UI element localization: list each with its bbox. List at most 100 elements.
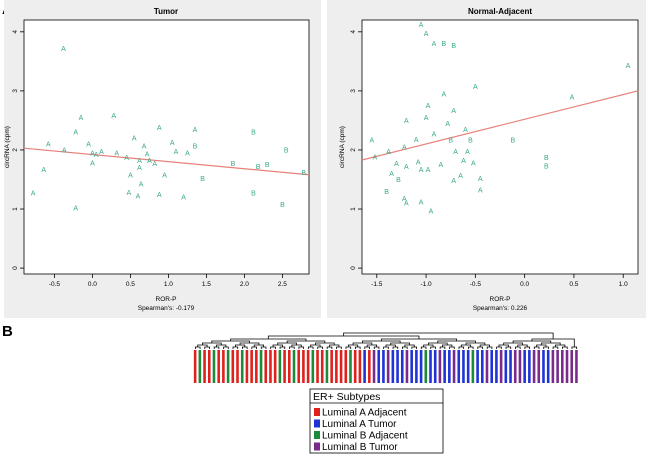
scatter-point: A: [142, 143, 147, 150]
dendrogram-branch: [364, 346, 370, 349]
sample-bar: [292, 350, 296, 383]
sample-bar: [518, 350, 522, 383]
sample-bar: [353, 350, 357, 383]
dendrogram-branch: [213, 346, 220, 349]
legend-label: Luminal A Tumor: [322, 419, 397, 430]
scatter-point: A: [626, 63, 631, 70]
sample-bar: [363, 350, 366, 383]
sample-bar: [259, 350, 263, 383]
dendrogram-branch: [194, 346, 201, 349]
legend-swatch: [314, 431, 320, 439]
sample-bar: [320, 350, 324, 383]
scatter-point: B: [265, 162, 270, 169]
sample-bar: [424, 350, 428, 383]
scatter-point: A: [370, 137, 375, 144]
sample-bar: [570, 350, 574, 383]
scatter-point: B: [384, 189, 389, 196]
scatter-point: A: [136, 194, 141, 201]
scatter-point: A: [181, 195, 186, 202]
scatter-point: A: [424, 31, 429, 38]
scatter-point: B: [448, 137, 453, 144]
tumor-spearman-annotation: Spearman's: -0.179: [138, 305, 195, 312]
scatter-point: A: [99, 149, 104, 156]
sample-bar: [377, 350, 381, 383]
dendrogram-branch: [267, 335, 420, 339]
scatter-point: A: [46, 142, 51, 149]
sample-bar: [415, 350, 418, 383]
scatter-point: A: [404, 201, 409, 208]
sample-bar: [217, 350, 220, 383]
x-tick-label: -0.5: [49, 281, 61, 288]
scatter-point: A: [426, 167, 431, 174]
y-tick-label: 0: [12, 266, 19, 270]
tumor-chart-title: Tumor: [154, 7, 178, 16]
scatter-point: A: [471, 160, 476, 167]
x-tick-label: -1.0: [420, 281, 432, 288]
scatter-point: A: [137, 158, 142, 165]
normal-adjacent-fit-line: [361, 90, 639, 161]
scatter-point: A: [465, 149, 470, 156]
scatter-point: A: [157, 192, 162, 199]
legend-swatch: [314, 408, 320, 416]
sample-bar: [556, 350, 559, 383]
sample-bar: [466, 350, 470, 383]
scatter-point: A: [114, 150, 119, 157]
x-tick-label: 1.0: [619, 281, 628, 288]
scatter-point: B: [284, 147, 289, 154]
sample-bar: [396, 350, 399, 383]
scatter-point: A: [404, 164, 409, 171]
scatter-point: B: [256, 164, 261, 171]
dendrogram-branch: [373, 346, 380, 349]
x-tick-label: 0.5: [126, 281, 135, 288]
scatter-point: A: [128, 172, 133, 179]
dendrogram-branch: [477, 346, 483, 349]
dendrogram-branch: [317, 346, 323, 349]
scatter-point: A: [453, 149, 458, 156]
dendrogram-branch: [345, 346, 352, 349]
sample-bar: [509, 350, 512, 383]
legend-swatch: [314, 442, 320, 451]
sample-bar: [255, 350, 258, 383]
dendrogram-branch: [467, 346, 474, 349]
tumor-fit-line: [23, 147, 310, 176]
sample-bar: [551, 350, 555, 383]
scatter-point: A: [124, 155, 129, 162]
x-tick-label: -1.5: [371, 281, 383, 288]
legend-label: Luminal B Adjacent: [322, 431, 408, 442]
y-tick-label: 2: [12, 148, 19, 152]
sample-bar: [528, 350, 531, 383]
sample-bar: [264, 350, 268, 383]
dendrogram-branch: [552, 346, 559, 349]
x-tick-label: -0.5: [470, 281, 482, 288]
scatter-point: A: [478, 176, 483, 183]
sample-bar: [410, 350, 413, 383]
x-tick-label: 0.5: [569, 281, 578, 288]
sample-bar: [542, 350, 545, 383]
scatter-point: B: [251, 191, 256, 198]
dendrogram-branch: [439, 346, 446, 349]
normal-adjacent-y-axis-label: circRNA (cpm): [339, 126, 346, 168]
scatter-point: A: [414, 137, 419, 144]
dendrogram-branch: [411, 346, 417, 349]
x-tick-label: 2.5: [278, 281, 287, 288]
dendrogram-branch: [505, 346, 512, 349]
scatter-point: A: [458, 173, 463, 180]
tumor-x-axis: -0.5 0.0 0.5 1.0 1.5 2.0 2.5: [49, 274, 287, 288]
dendrogram-branch: [533, 346, 540, 349]
sample-bar: [273, 350, 277, 383]
dendrogram-branch: [420, 346, 427, 349]
scatter-point: A: [416, 159, 421, 166]
scatter-point: A: [419, 199, 424, 206]
sample-bar: [480, 350, 484, 383]
scatter-point: B: [441, 41, 446, 48]
sample-bar: [311, 350, 315, 383]
legend-label: Luminal B Tumor: [322, 442, 398, 453]
legend-title: ER+ Subtypes: [313, 391, 380, 403]
scatter-point: A: [162, 172, 167, 179]
scatter-point: A: [31, 191, 36, 198]
dendrogram-branch: [251, 346, 257, 349]
